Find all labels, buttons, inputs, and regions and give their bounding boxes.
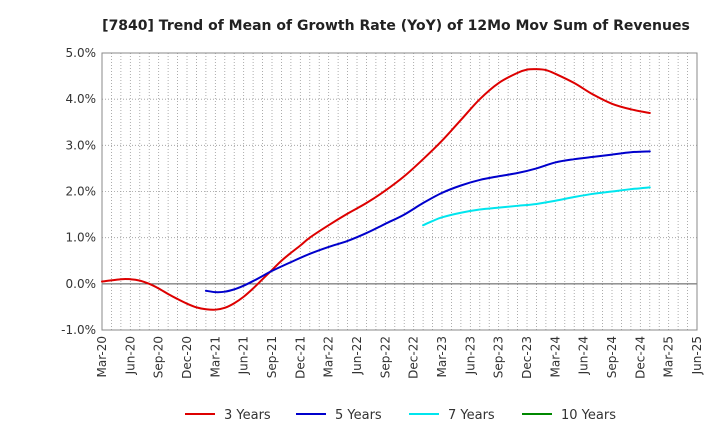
legend-label-10-years: 10 Years — [561, 408, 616, 423]
x-tick-label: Mar-24 — [548, 336, 562, 377]
legend: 3 Years 5 Years 7 Years 10 Years — [185, 408, 616, 423]
series-line-3-years — [101, 68, 651, 311]
x-tick-label: Sep-22 — [378, 336, 392, 378]
legend-label-5-years: 5 Years — [335, 408, 382, 423]
x-tick-label: Jun-21 — [237, 336, 251, 375]
y-tick-label: 5.0% — [66, 46, 97, 60]
x-tick-label: Jun-22 — [350, 336, 364, 375]
x-tick-label: Mar-23 — [435, 336, 449, 377]
chart-title: [7840] Trend of Mean of Growth Rate (YoY… — [102, 18, 690, 34]
x-tick-label: Dec-24 — [633, 336, 647, 379]
x-tick-label: Jun-20 — [123, 336, 137, 375]
x-tick-label: Mar-21 — [208, 336, 222, 377]
y-tick-label: 2.0% — [66, 185, 97, 199]
x-tick-label: Sep-21 — [265, 336, 279, 378]
y-tick-label: 1.0% — [66, 231, 97, 245]
series-layer — [101, 68, 651, 311]
x-tick-label: Dec-23 — [520, 336, 534, 379]
x-tick-label: Sep-23 — [492, 336, 506, 378]
x-tick-label: Jun-24 — [577, 336, 591, 375]
legend-label-7-years: 7 Years — [448, 408, 495, 423]
x-tick-label: Dec-22 — [407, 336, 421, 379]
x-tick-label: Mar-22 — [322, 336, 336, 377]
series-line-7-years — [422, 186, 651, 227]
x-tick-label: Jun-23 — [463, 336, 477, 375]
y-tick-label: 0.0% — [66, 277, 97, 291]
plot-border — [101, 52, 698, 331]
x-tick-label: Mar-25 — [662, 336, 676, 377]
x-tick-label: Sep-20 — [152, 336, 166, 378]
x-tick-label: Dec-20 — [180, 336, 194, 379]
series-line-5-years — [204, 150, 651, 294]
axis-layer: -1.0% 0.0% 1.0% 2.0% 3.0% 4.0% 5.0% Mar-20 Jun-2… — [61, 46, 704, 379]
legend-label-3-years: 3 Years — [224, 408, 271, 423]
x-tick-label: Sep-24 — [605, 336, 619, 378]
y-tick-label: 4.0% — [66, 92, 97, 106]
y-tick-label: -1.0% — [61, 323, 96, 337]
y-tick-label: 3.0% — [66, 138, 97, 152]
x-tick-label: Mar-20 — [95, 336, 109, 377]
grid-layer — [101, 52, 698, 331]
x-tick-label: Jun-25 — [690, 336, 704, 375]
x-tick-label: Dec-21 — [293, 336, 307, 379]
